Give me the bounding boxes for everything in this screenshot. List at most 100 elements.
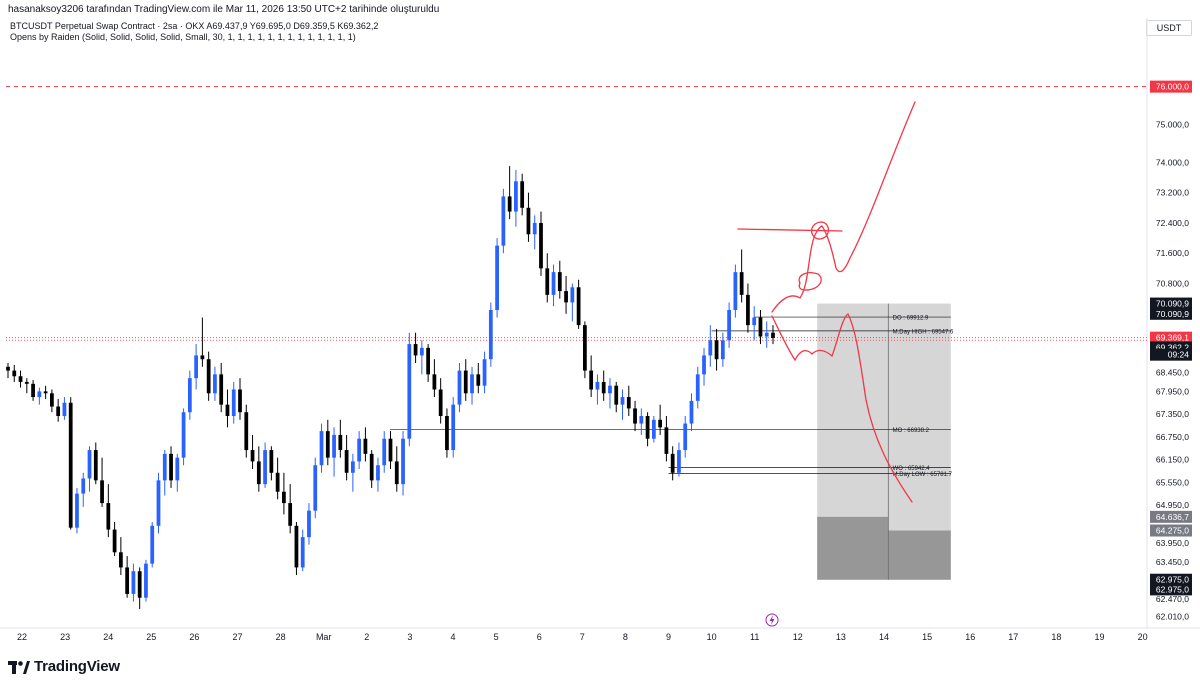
x-tick-label[interactable]: 28 bbox=[276, 632, 286, 642]
x-tick-label[interactable]: 15 bbox=[922, 632, 932, 642]
candle-body[interactable] bbox=[470, 374, 474, 394]
x-tick-label[interactable]: 20 bbox=[1138, 632, 1148, 642]
price-badge[interactable] bbox=[1150, 524, 1192, 537]
candle-body[interactable] bbox=[275, 472, 280, 492]
indicator-legend[interactable]: Opens by Raiden (Solid, Solid, Solid, So… bbox=[10, 32, 356, 42]
candle-body[interactable] bbox=[325, 431, 330, 458]
candle-body[interactable] bbox=[413, 344, 418, 356]
candle-body[interactable] bbox=[576, 287, 581, 326]
candle-body[interactable] bbox=[18, 376, 23, 382]
candle-body[interactable] bbox=[181, 412, 186, 458]
x-tick-label[interactable]: 11 bbox=[750, 632, 759, 642]
candle-body[interactable] bbox=[664, 427, 669, 454]
candle-body[interactable] bbox=[43, 391, 48, 394]
candle-body[interactable] bbox=[589, 370, 594, 390]
x-tick-label[interactable]: 23 bbox=[60, 632, 70, 642]
x-tick-label[interactable]: 12 bbox=[793, 632, 803, 642]
candle-body[interactable] bbox=[294, 525, 299, 568]
candle-body[interactable] bbox=[12, 370, 17, 377]
candle-body[interactable] bbox=[344, 450, 349, 473]
candle-body[interactable] bbox=[256, 461, 261, 485]
candle-body[interactable] bbox=[219, 374, 224, 405]
candle-body[interactable] bbox=[432, 374, 437, 390]
candle-body[interactable] bbox=[739, 272, 744, 295]
candle-body[interactable] bbox=[332, 434, 336, 458]
x-tick-label[interactable]: 13 bbox=[836, 632, 846, 642]
x-tick-label[interactable]: 3 bbox=[407, 632, 412, 642]
x-tick-label[interactable]: 18 bbox=[1051, 632, 1061, 642]
candle-body[interactable] bbox=[426, 347, 431, 375]
candle-body[interactable] bbox=[564, 291, 568, 303]
candle-body[interactable] bbox=[495, 245, 499, 310]
candle-body[interactable] bbox=[187, 378, 192, 413]
candle-body[interactable] bbox=[106, 503, 111, 530]
candle-body[interactable] bbox=[532, 222, 537, 235]
candle-body[interactable] bbox=[137, 571, 142, 598]
x-tick-label[interactable]: 24 bbox=[103, 632, 113, 642]
x-tick-label[interactable]: 17 bbox=[1008, 632, 1018, 642]
candle-body[interactable] bbox=[56, 406, 61, 416]
x-tick-label[interactable]: 2 bbox=[364, 632, 369, 642]
candle-body[interactable] bbox=[752, 317, 757, 326]
candle-body[interactable] bbox=[231, 389, 236, 417]
candle-body[interactable] bbox=[626, 397, 631, 409]
price-badge[interactable] bbox=[1150, 573, 1192, 586]
x-tick-label[interactable]: 7 bbox=[580, 632, 585, 642]
candle-body[interactable] bbox=[319, 431, 324, 466]
candle-body[interactable] bbox=[677, 450, 681, 473]
candle-body[interactable] bbox=[551, 272, 556, 295]
candle-body[interactable] bbox=[608, 385, 612, 394]
x-tick-label[interactable]: 6 bbox=[537, 632, 542, 642]
candle-body[interactable] bbox=[350, 461, 355, 473]
candle-body[interactable] bbox=[771, 332, 775, 338]
candle-body[interactable] bbox=[363, 438, 368, 454]
candle-body[interactable] bbox=[150, 525, 155, 564]
candle-body[interactable] bbox=[501, 196, 506, 246]
candle-body[interactable] bbox=[162, 453, 167, 481]
drawn-bull-path[interactable] bbox=[771, 101, 916, 313]
candle-body[interactable] bbox=[307, 510, 311, 538]
candle-body[interactable] bbox=[689, 400, 694, 424]
candle-body[interactable] bbox=[206, 359, 211, 394]
tradingview-brand[interactable]: TradingView bbox=[8, 658, 120, 675]
candle-body[interactable] bbox=[118, 552, 123, 568]
candle-body[interactable] bbox=[695, 374, 700, 401]
candle-body[interactable] bbox=[37, 391, 42, 398]
candle-body[interactable] bbox=[463, 370, 468, 394]
candle-body[interactable] bbox=[62, 402, 67, 416]
candle-body[interactable] bbox=[369, 453, 374, 481]
candle-body[interactable] bbox=[213, 374, 217, 394]
drawn-circle-mid[interactable] bbox=[798, 272, 822, 291]
candle-body[interactable] bbox=[620, 397, 625, 405]
candle-body[interactable] bbox=[50, 393, 54, 407]
candle-body[interactable] bbox=[238, 389, 242, 413]
x-tick-label[interactable]: 10 bbox=[707, 632, 717, 642]
candle-body[interactable] bbox=[457, 370, 462, 405]
x-tick-label[interactable]: 25 bbox=[146, 632, 156, 642]
candle-body[interactable] bbox=[526, 207, 531, 235]
x-tick-label[interactable]: 8 bbox=[623, 632, 628, 642]
price-badge[interactable] bbox=[1150, 510, 1192, 523]
candle-body[interactable] bbox=[313, 465, 318, 511]
candle-body[interactable] bbox=[288, 503, 293, 526]
candle-body[interactable] bbox=[595, 381, 600, 390]
candle-body[interactable] bbox=[614, 385, 619, 405]
x-tick-label[interactable]: 19 bbox=[1094, 632, 1104, 642]
candle-body[interactable] bbox=[438, 389, 443, 417]
candle-body[interactable] bbox=[557, 272, 562, 292]
candle-body[interactable] bbox=[514, 181, 518, 212]
candle-body[interactable] bbox=[708, 340, 713, 356]
x-tick-label[interactable]: 16 bbox=[965, 632, 975, 642]
candle-body[interactable] bbox=[733, 272, 738, 310]
candle-body[interactable] bbox=[250, 450, 255, 462]
candle-body[interactable] bbox=[639, 416, 644, 424]
candle-body[interactable] bbox=[702, 355, 706, 375]
price-badge[interactable] bbox=[1150, 348, 1192, 361]
candle-body[interactable] bbox=[24, 381, 29, 384]
candle-body[interactable] bbox=[445, 416, 449, 451]
candle-body[interactable] bbox=[451, 404, 456, 451]
candle-body[interactable] bbox=[764, 332, 769, 337]
candle-body[interactable] bbox=[200, 355, 205, 360]
candle-body[interactable] bbox=[388, 438, 393, 462]
candle-body[interactable] bbox=[651, 419, 656, 439]
